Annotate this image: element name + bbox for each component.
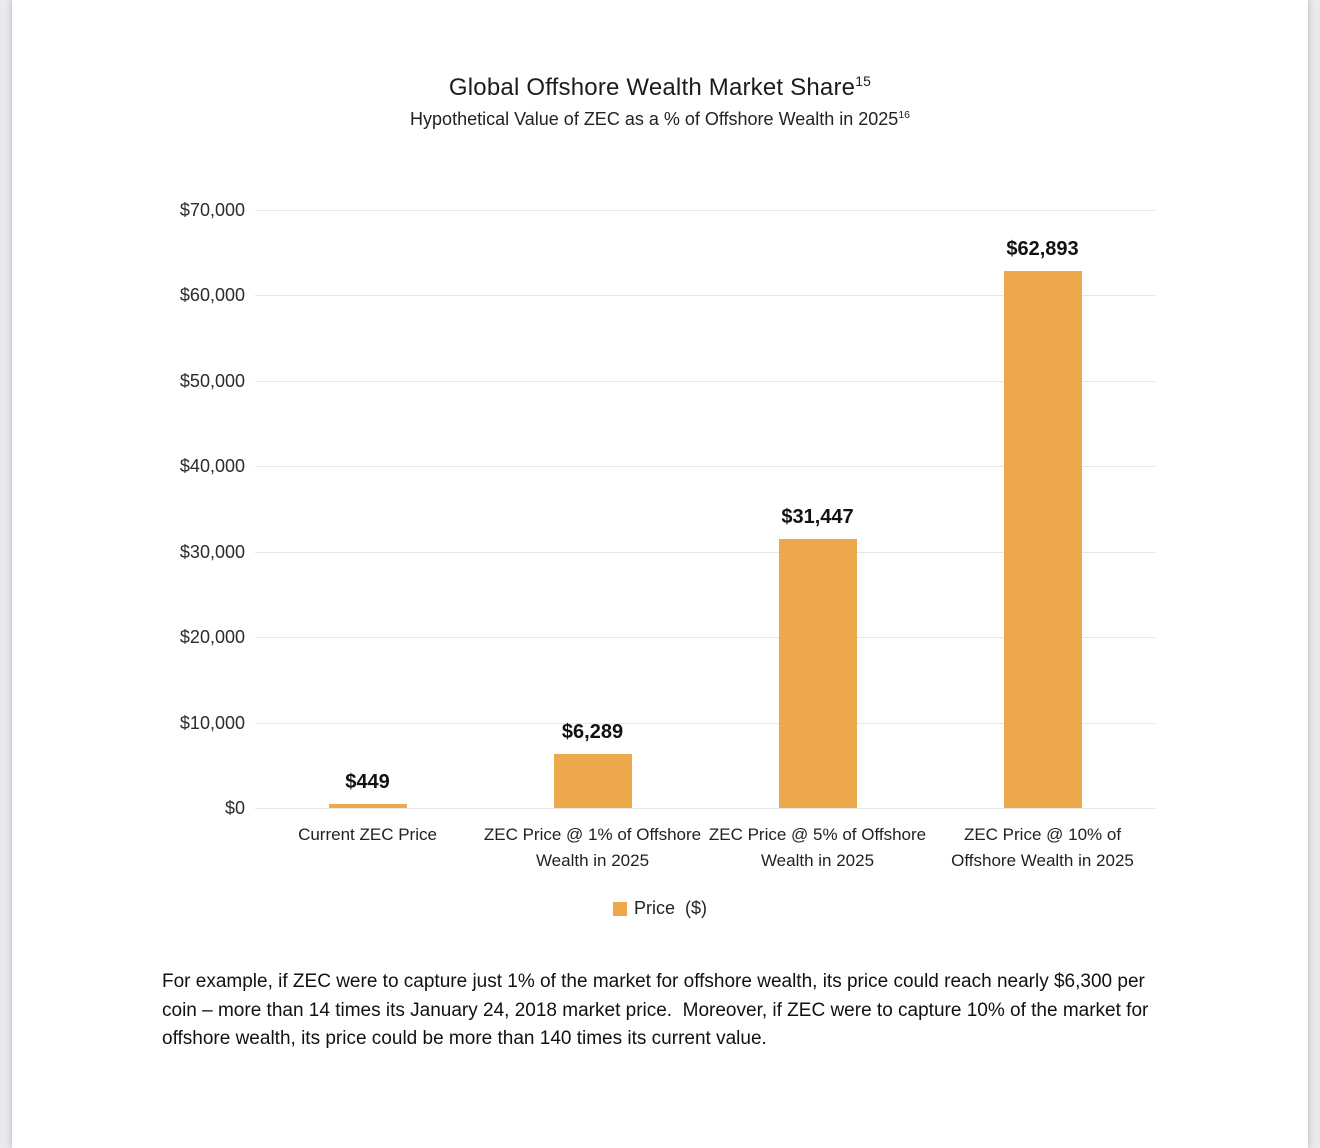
chart-title: Global Offshore Wealth Market Share15 xyxy=(12,74,1308,102)
y-tick-label: $50,000 xyxy=(179,370,245,391)
gridline xyxy=(255,551,1155,553)
bar-4 xyxy=(1003,271,1082,808)
y-tick-label: $60,000 xyxy=(179,285,245,306)
gridline xyxy=(255,637,1155,639)
y-tick-label: $70,000 xyxy=(179,200,245,220)
y-tick-label: $0 xyxy=(224,798,245,818)
y-tick-label: $10,000 xyxy=(179,712,245,733)
gridline xyxy=(255,808,1155,809)
bar-1 xyxy=(328,804,407,808)
bar-value-label: $31,447 xyxy=(781,506,854,528)
bar-2 xyxy=(553,754,632,808)
caption-paragraph: For example, if ZEC were to capture just… xyxy=(162,971,1154,1049)
chart-subtitle-text: Hypothetical Value of ZEC as a % of Offs… xyxy=(410,109,899,129)
subtitle-footnote-ref: 16 xyxy=(898,110,910,121)
gridline xyxy=(255,722,1155,724)
y-tick-label: $40,000 xyxy=(179,456,245,477)
legend-swatch-price xyxy=(612,901,627,916)
y-tick-label: $30,000 xyxy=(179,541,245,562)
x-tick-label: ZEC Price @ 1% of Offshore Wealth in 202… xyxy=(483,825,702,870)
legend-label-price: Price ($) xyxy=(633,898,707,918)
bar-value-label: $449 xyxy=(345,771,390,793)
bar-chart: $0 $10,000 $20,000 $30,000 $40,000 $50,000 $60… xyxy=(12,200,1308,970)
title-footnote-ref: 15 xyxy=(855,73,872,89)
document-page: Global Offshore Wealth Market Share15 Hy… xyxy=(12,0,1308,1148)
chart-legend: Price ($) xyxy=(12,898,1308,919)
bar-value-label: $6,289 xyxy=(561,721,624,743)
gridline xyxy=(255,466,1155,468)
chart-header: Global Offshore Wealth Market Share15 Hy… xyxy=(12,74,1308,130)
x-tick-label: Current ZEC Price xyxy=(298,825,437,844)
gridline xyxy=(255,380,1155,382)
y-tick-label: $20,000 xyxy=(179,627,245,648)
x-tick-label: ZEC Price @ 5% of Offshore Wealth in 202… xyxy=(708,825,927,870)
bar-3 xyxy=(778,539,857,808)
y-axis: $0 $10,000 $20,000 $30,000 $40,000 $50,000 $60… xyxy=(12,200,245,818)
gridline xyxy=(255,210,1155,211)
chart-title-text: Global Offshore Wealth Market Share xyxy=(448,74,856,101)
chart-subtitle: Hypothetical Value of ZEC as a % of Offs… xyxy=(12,109,1308,130)
gridline xyxy=(255,295,1155,297)
plot-area: $449 $6,289 $31,447 $62,893 xyxy=(255,210,1155,809)
x-tick-label: ZEC Price @ 10% of Offshore Wealth in 20… xyxy=(951,825,1134,870)
bar-value-label: $62,893 xyxy=(1006,238,1079,260)
